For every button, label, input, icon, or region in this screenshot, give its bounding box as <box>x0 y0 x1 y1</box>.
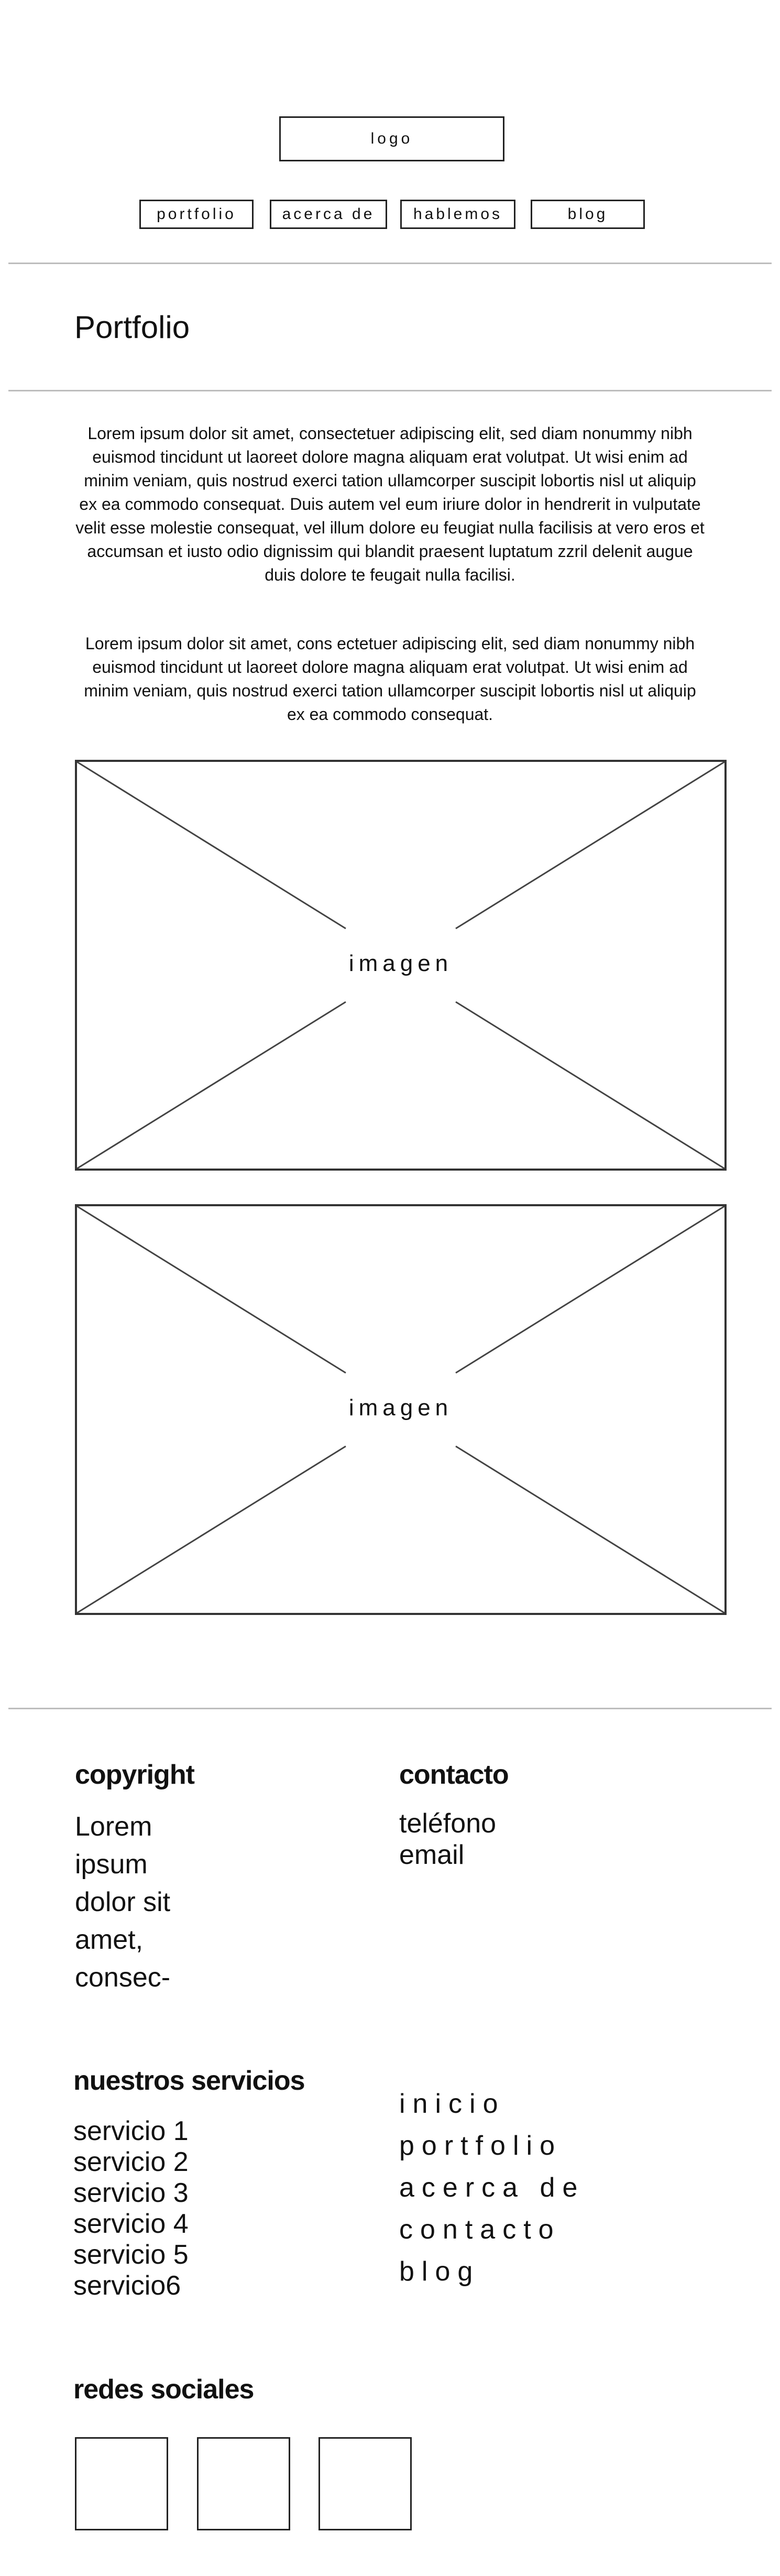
footer-link-contacto[interactable]: contacto <box>399 2214 561 2245</box>
footer-link-acerca-de[interactable]: acerca de <box>399 2173 585 2203</box>
nav-portfolio-label: portfolio <box>157 205 236 223</box>
services-list: servicio 1 servicio 2 servicio 3 servici… <box>73 2116 189 2301</box>
nav-blog-button[interactable]: blog <box>531 200 645 229</box>
social-heading: redes sociales <box>73 2374 254 2405</box>
service-item[interactable]: servicio6 <box>73 2271 181 2301</box>
image-label-1: imagen <box>348 951 453 976</box>
second-paragraph: Lorem ipsum dolor sit amet, cons ectetue… <box>84 634 696 724</box>
nav-portfolio-button[interactable]: portfolio <box>139 200 254 229</box>
nav-acerca-de-label: acerca de <box>282 205 375 223</box>
service-item[interactable]: servicio 3 <box>73 2178 189 2208</box>
service-item[interactable]: servicio 2 <box>73 2147 189 2177</box>
service-item[interactable]: servicio 4 <box>73 2209 189 2239</box>
logo-placeholder[interactable]: logo <box>279 116 504 161</box>
page-title: Portfolio <box>74 310 190 345</box>
image-placeholder-cross-1 <box>77 762 724 1169</box>
copyright-text: Lorem ipsum dolor sit amet, consec- <box>75 1808 170 1996</box>
title-divider <box>8 390 772 391</box>
logo-label: logo <box>370 130 413 147</box>
copyright-line: amet, <box>75 1925 144 1955</box>
nav-acerca-de-button[interactable]: acerca de <box>270 200 387 229</box>
service-item[interactable]: servicio 5 <box>73 2240 189 2270</box>
footer-link-inicio[interactable]: inicio <box>399 2089 506 2119</box>
site-links-list: inicio portfolio acerca de contacto blog <box>399 2083 585 2293</box>
image-placeholder-1: imagen <box>75 760 727 1171</box>
social-icon-2[interactable] <box>197 2437 290 2530</box>
copyright-line: consec- <box>75 1962 171 1993</box>
nav-blog-label: blog <box>567 205 608 223</box>
social-icon-3[interactable] <box>318 2437 412 2530</box>
image-label-2: imagen <box>348 1395 453 1421</box>
contact-email-link[interactable]: email <box>399 1840 465 1870</box>
footer-link-blog[interactable]: blog <box>399 2256 480 2287</box>
copyright-heading: copyright <box>75 1760 195 1790</box>
copyright-line: Lorem <box>75 1811 152 1842</box>
copyright-line: dolor sit <box>75 1887 171 1917</box>
image-placeholder-2: imagen <box>75 1204 727 1615</box>
footer-divider <box>8 1708 772 1709</box>
services-heading: nuestros servicios <box>73 2066 305 2096</box>
service-item[interactable]: servicio 1 <box>73 2116 189 2146</box>
header-divider <box>8 263 772 264</box>
contact-heading: contacto <box>399 1760 509 1790</box>
contact-phone-link[interactable]: teléfono <box>399 1808 497 1839</box>
copyright-line: ipsum <box>75 1849 148 1880</box>
image-placeholder-cross-2 <box>77 1206 724 1613</box>
contact-list: teléfono email <box>399 1808 496 1871</box>
footer-link-portfolio[interactable]: portfolio <box>399 2131 562 2161</box>
nav-hablemos-label: hablemos <box>413 205 503 223</box>
intro-paragraph: Lorem ipsum dolor sit amet, consectetuer… <box>75 424 705 584</box>
nav-hablemos-button[interactable]: hablemos <box>400 200 515 229</box>
social-icon-1[interactable] <box>75 2437 168 2530</box>
